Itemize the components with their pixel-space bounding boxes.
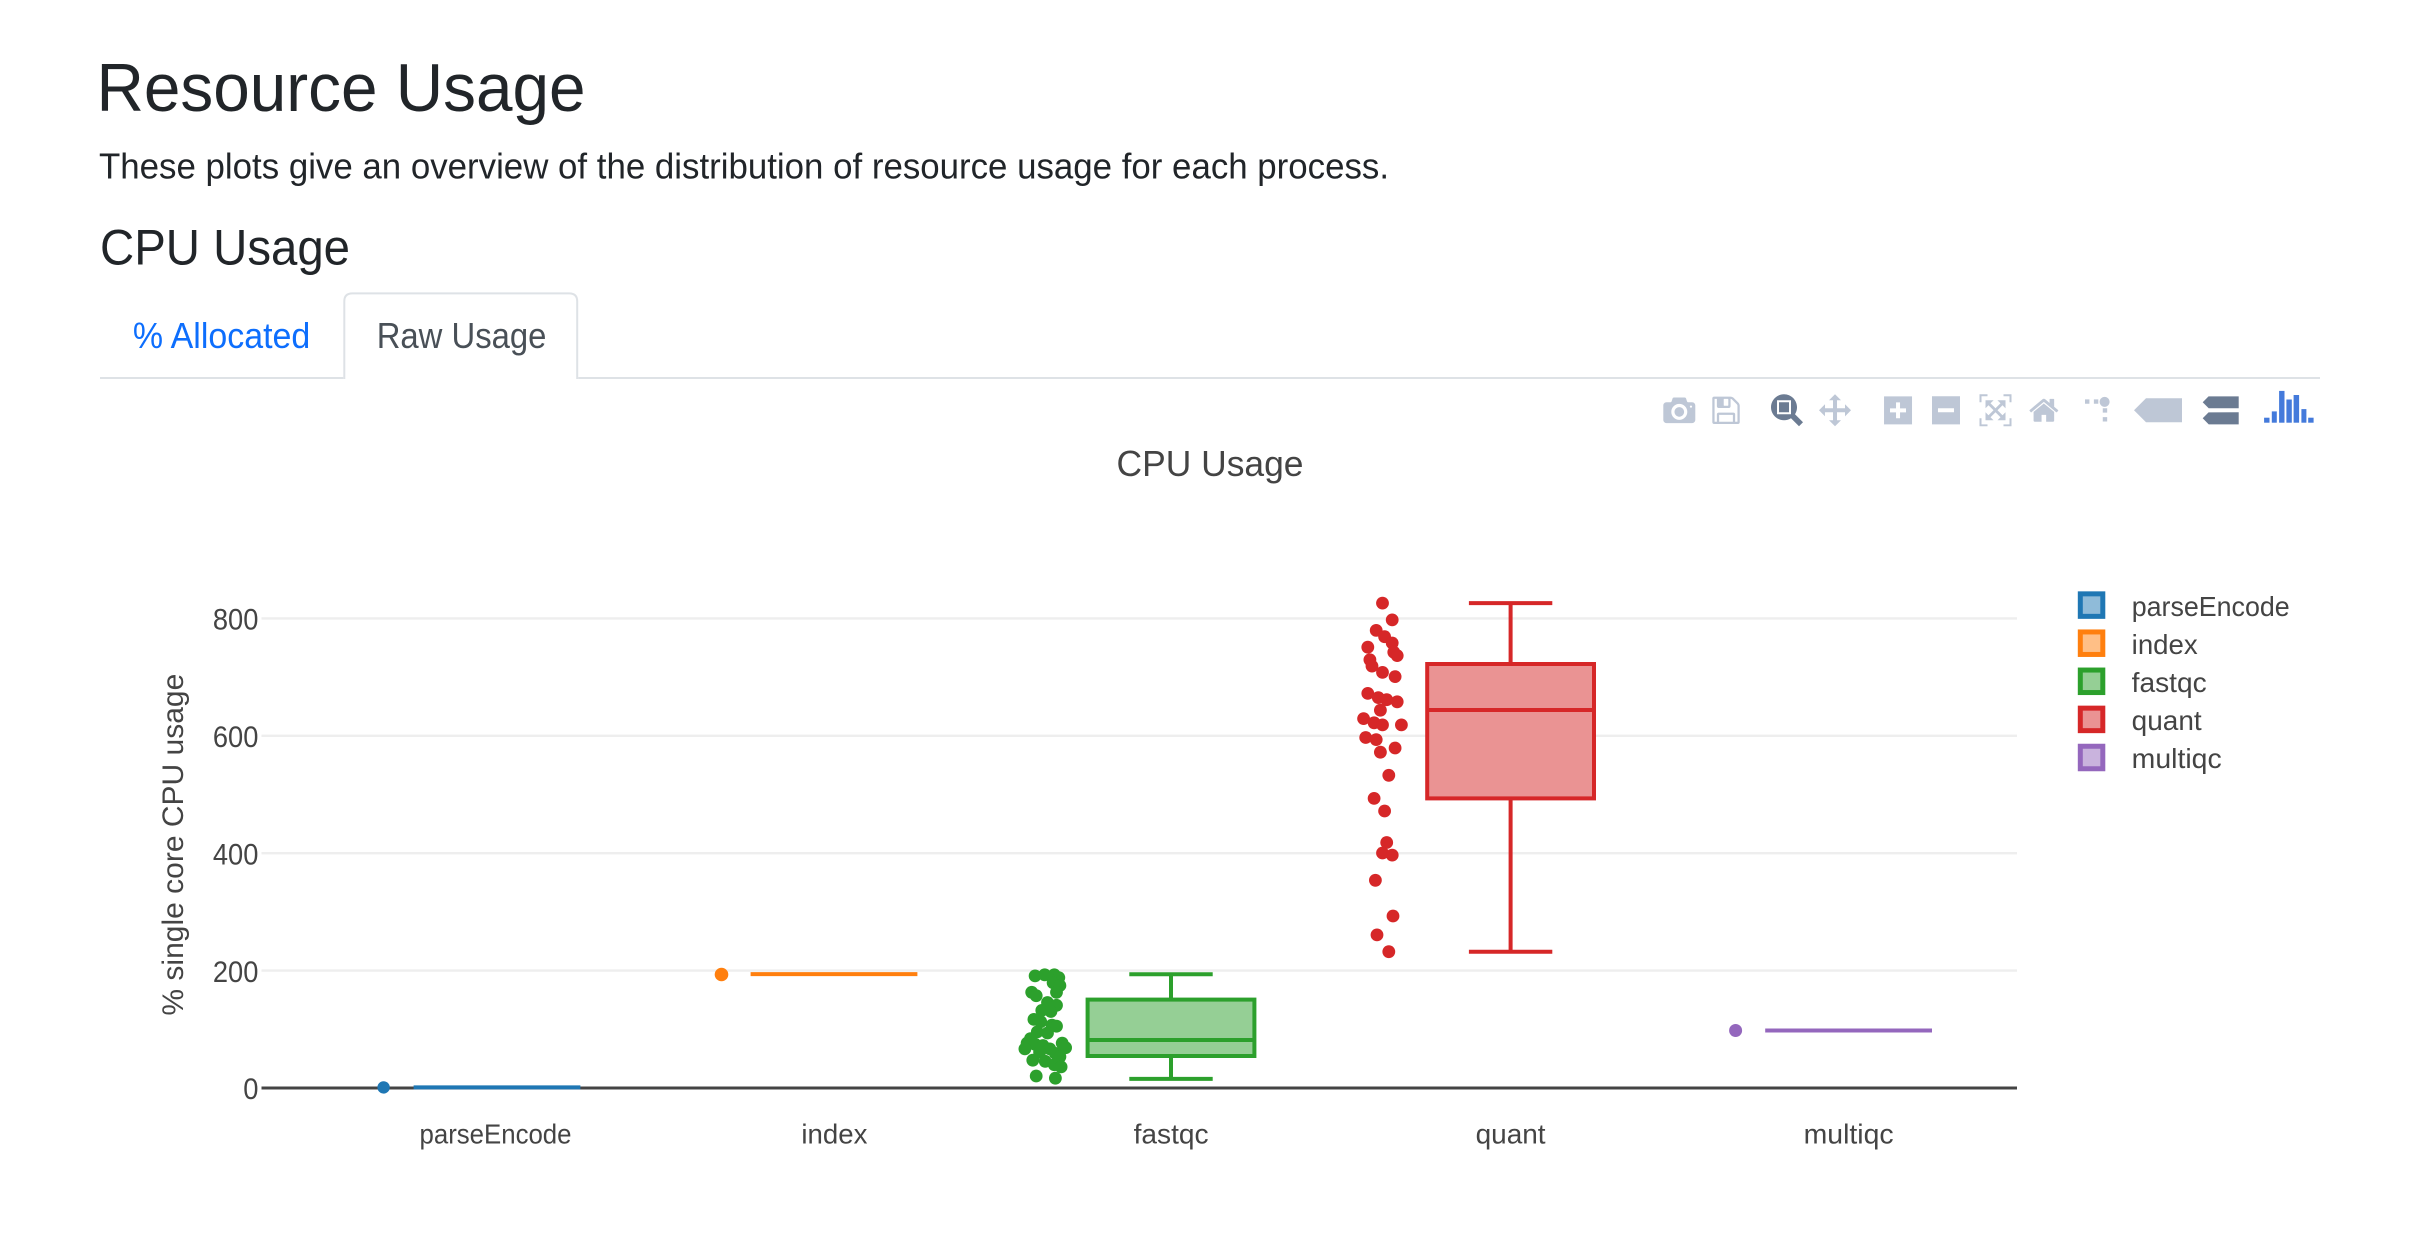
svg-text:Raw Usage: Raw Usage xyxy=(377,315,547,356)
svg-text:600: 600 xyxy=(213,721,259,754)
svg-text:multiqc: multiqc xyxy=(2132,743,2222,774)
svg-text:quant: quant xyxy=(2132,705,2202,736)
svg-text:Resource Usage: Resource Usage xyxy=(97,50,586,126)
svg-text:0: 0 xyxy=(243,1073,258,1106)
svg-text:quant: quant xyxy=(1476,1119,1546,1150)
svg-text:parseEncode: parseEncode xyxy=(420,1119,572,1150)
svg-text:400: 400 xyxy=(213,838,259,871)
svg-text:fastqc: fastqc xyxy=(2132,667,2207,698)
svg-text:800: 800 xyxy=(213,604,259,637)
svg-text:multiqc: multiqc xyxy=(1804,1119,1894,1150)
svg-text:200: 200 xyxy=(213,956,259,989)
svg-text:These plots give an overview o: These plots give an overview of the dist… xyxy=(99,145,1389,186)
svg-text:% Allocated: % Allocated xyxy=(133,315,310,356)
svg-text:index: index xyxy=(2132,629,2198,660)
svg-text:CPU Usage: CPU Usage xyxy=(100,220,350,276)
svg-text:parseEncode: parseEncode xyxy=(2132,591,2290,622)
svg-text:fastqc: fastqc xyxy=(1134,1119,1209,1150)
svg-text:index: index xyxy=(801,1119,867,1150)
svg-text:CPU Usage: CPU Usage xyxy=(1117,443,1304,484)
svg-text:% single core CPU usage: % single core CPU usage xyxy=(157,674,190,1016)
